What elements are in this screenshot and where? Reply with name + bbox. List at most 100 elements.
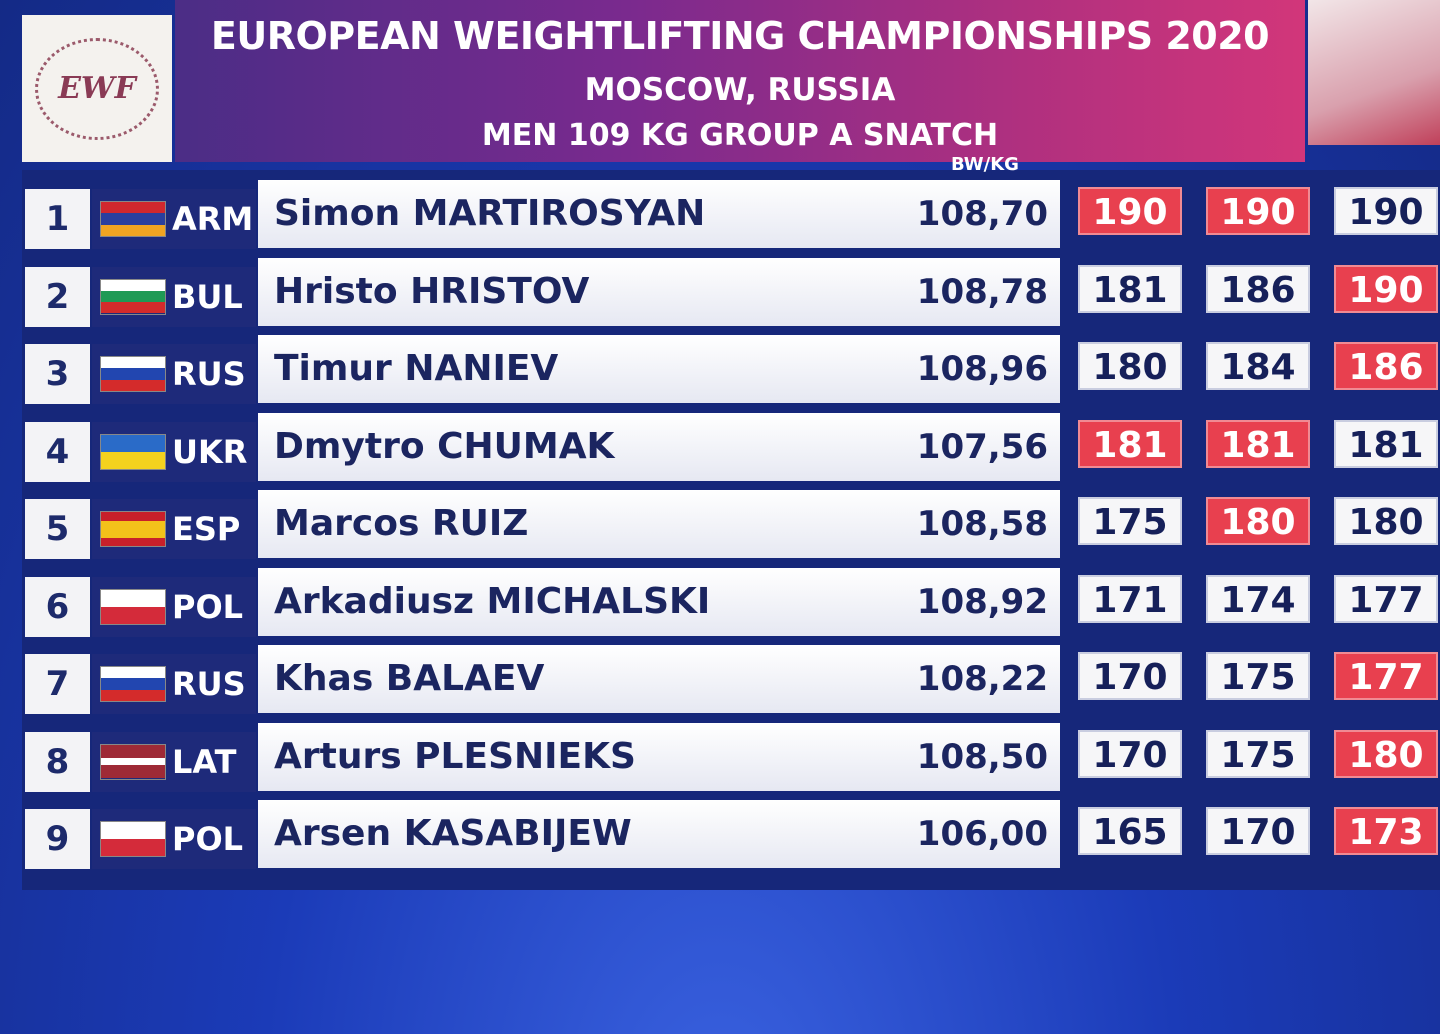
athlete-row: Timur NANIEV 108,96 bbox=[258, 335, 1060, 403]
bodyweight: 107,56 bbox=[916, 426, 1048, 467]
athlete-name: Dmytro CHUMAK bbox=[274, 425, 615, 467]
column-label: BW/KG bbox=[951, 154, 1019, 175]
athlete-row: Marcos RUIZ 108,58 bbox=[258, 490, 1060, 558]
attempt: 165 bbox=[1078, 807, 1182, 855]
flag-stripe bbox=[101, 379, 165, 391]
flag-stripe bbox=[101, 689, 165, 701]
athlete-row: Arturs PLESNIEKS 108,50 bbox=[258, 722, 1060, 791]
nation-cell: RUS bbox=[92, 344, 256, 404]
country-code: ESP bbox=[172, 510, 241, 548]
attempt: 180 bbox=[1206, 497, 1310, 545]
logo-mark: EWF bbox=[35, 37, 159, 140]
nation-cell: LAT bbox=[92, 731, 256, 792]
flag-stripe bbox=[101, 758, 165, 765]
nation-cell: POL bbox=[92, 809, 256, 869]
flag-stripe bbox=[101, 357, 165, 369]
athlete-row: Simon MARTIROSYAN 108,70 bbox=[258, 180, 1060, 248]
attempt: 181 bbox=[1334, 419, 1438, 468]
flag-stripe bbox=[101, 822, 165, 839]
attempt: 190 bbox=[1334, 264, 1438, 313]
athlete-row: Arsen KASABIJEW 106,00 bbox=[258, 800, 1060, 868]
country-code: POL bbox=[172, 820, 244, 858]
flag bbox=[100, 743, 166, 780]
country-code: POL bbox=[172, 587, 244, 626]
flag bbox=[100, 433, 166, 470]
bodyweight: 108,58 bbox=[916, 504, 1048, 544]
attempt: 174 bbox=[1206, 574, 1310, 623]
bodyweight: 108,78 bbox=[916, 271, 1048, 312]
attempt: 175 bbox=[1206, 729, 1310, 778]
athlete-name: Timur NANIEV bbox=[274, 348, 559, 389]
flag-stripe bbox=[101, 764, 165, 772]
attempt: 180 bbox=[1334, 729, 1438, 778]
athlete-name: Arsen KASABIJEW bbox=[274, 813, 632, 854]
athlete-row: Arkadiusz MICHALSKI 108,92 bbox=[258, 567, 1060, 636]
flag-stripe bbox=[101, 744, 165, 752]
flag bbox=[100, 821, 166, 857]
attempt: 173 bbox=[1334, 807, 1438, 855]
rank-cell: 2 bbox=[25, 266, 90, 327]
flag-stripe bbox=[101, 751, 165, 759]
country-code: LAT bbox=[172, 742, 237, 781]
flag bbox=[100, 278, 166, 315]
attempt: 177 bbox=[1334, 574, 1438, 623]
athlete-name: Arturs PLESNIEKS bbox=[274, 735, 636, 777]
flag bbox=[100, 588, 166, 625]
flag-stripe bbox=[101, 434, 165, 452]
attempt: 186 bbox=[1334, 342, 1438, 390]
logo: EWF bbox=[22, 15, 172, 162]
flag-stripe bbox=[101, 537, 165, 546]
location: MOSCOW, RUSSIA bbox=[584, 72, 896, 108]
flag-stripe bbox=[101, 606, 165, 624]
attempt: 186 bbox=[1206, 264, 1310, 313]
flag-stripe bbox=[101, 839, 165, 856]
attempt: 180 bbox=[1078, 342, 1182, 390]
flag-stripe bbox=[101, 451, 165, 469]
rank-cell: 4 bbox=[25, 421, 90, 482]
title: EUROPEAN WEIGHTLIFTING CHAMPIONSHIPS 202… bbox=[210, 14, 1270, 58]
flag bbox=[100, 666, 166, 702]
nation-cell: RUS bbox=[92, 654, 256, 714]
bodyweight: 108,96 bbox=[916, 349, 1048, 389]
attempt: 171 bbox=[1078, 574, 1182, 623]
attempt: 181 bbox=[1078, 264, 1182, 313]
event: MEN 109 KG GROUP A SNATCH bbox=[481, 118, 999, 153]
bodyweight: 108,70 bbox=[916, 194, 1048, 234]
attempt: 190 bbox=[1206, 187, 1310, 235]
flag bbox=[100, 511, 166, 547]
attempt: 190 bbox=[1078, 187, 1182, 235]
flag-stripe bbox=[101, 213, 165, 225]
attempt: 181 bbox=[1206, 419, 1310, 468]
rank-cell: 1 bbox=[25, 189, 90, 249]
flag-stripe bbox=[101, 224, 165, 236]
rank-cell: 7 bbox=[25, 654, 90, 714]
country-code: RUS bbox=[172, 665, 246, 703]
flag-stripe bbox=[101, 290, 165, 303]
rank-cell: 5 bbox=[25, 499, 90, 559]
flag-stripe bbox=[101, 529, 165, 538]
flag-stripe bbox=[101, 520, 165, 529]
bodyweight: 108,50 bbox=[916, 736, 1048, 777]
athlete-row: Dmytro CHUMAK 107,56 bbox=[258, 412, 1060, 481]
flag-stripe bbox=[101, 589, 165, 607]
attempt: 170 bbox=[1206, 807, 1310, 855]
flag bbox=[100, 201, 166, 237]
attempt: 177 bbox=[1334, 652, 1438, 700]
header-band bbox=[175, 0, 1305, 162]
rank-cell: 9 bbox=[25, 809, 90, 869]
athlete-row: Khas BALAEV 108,22 bbox=[258, 645, 1060, 713]
athlete-name: Simon MARTIROSYAN bbox=[274, 193, 706, 234]
athlete-row: Hristo HRISTOV 108,78 bbox=[258, 257, 1060, 326]
country-code: UKR bbox=[172, 432, 248, 471]
country-code: BUL bbox=[172, 277, 243, 316]
flag-stripe bbox=[101, 202, 165, 214]
attempt: 170 bbox=[1078, 652, 1182, 700]
athlete-name: Hristo HRISTOV bbox=[274, 270, 590, 312]
bodyweight: 108,92 bbox=[916, 581, 1048, 622]
attempt: 190 bbox=[1334, 187, 1438, 235]
attempt: 175 bbox=[1206, 652, 1310, 700]
nation-cell: ESP bbox=[92, 499, 256, 559]
flag bbox=[100, 356, 166, 392]
flag-stripe bbox=[101, 302, 165, 314]
